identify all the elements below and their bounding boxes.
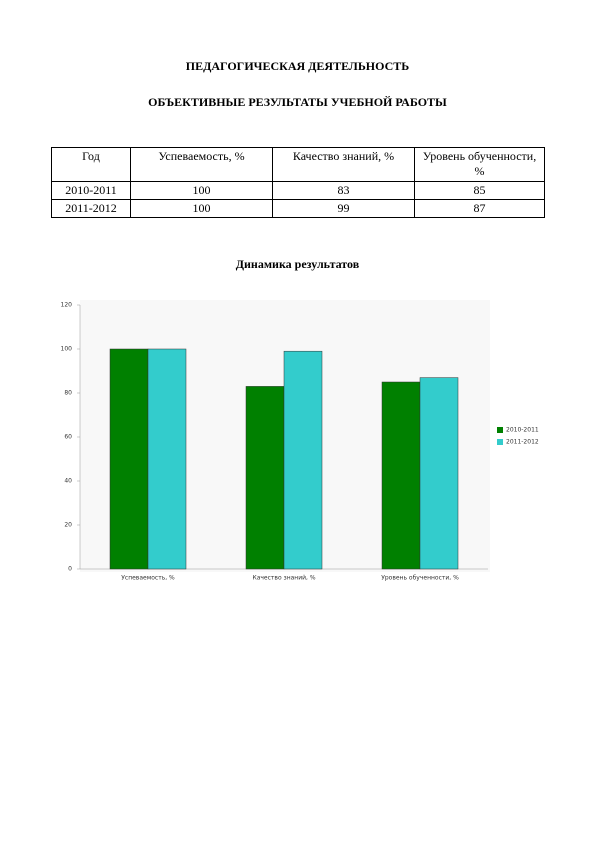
bar [283,350,323,570]
page-subtitle: ОБЪЕКТИВНЫЕ РЕЗУЛЬТАТЫ УЧЕБНОЙ РАБОТЫ [148,95,447,109]
column-header: Качество знаний, % [272,147,415,182]
cell: 2010-2011 [51,181,131,200]
table-row: 2010-2011 100 83 85 [51,181,545,200]
y-tick-label: 80 [64,390,72,397]
legend-swatch [497,427,503,433]
chart-title: Динамика результатов [235,257,360,271]
x-tick-label: Качество знаний, % [252,575,315,582]
page-title: ПЕДАГОГИЧЕСКАЯ ДЕЯТЕЛЬНОСТЬ [185,59,410,73]
column-header: Уровень обученности, % [414,147,545,182]
legend-label: 2011-2012 [506,439,539,446]
cell: 85 [414,181,545,200]
cell: 100 [130,199,273,218]
header-row: Год Успеваемость, % Качество знаний, % У… [51,147,545,182]
y-tick-label: 100 [61,346,73,353]
x-tick-label: Уровень обученности, % [381,575,459,582]
y-tick-label: 40 [64,478,72,485]
x-tick-label: Успеваемость, % [121,575,175,582]
results-table: Год Успеваемость, % Качество знаний, % У… [51,147,545,218]
bar [109,348,149,570]
bar [381,381,421,570]
y-tick-label: 60 [64,434,72,441]
bar [245,386,285,570]
y-tick-label: 120 [61,302,73,309]
cell: 2011-2012 [51,199,131,218]
y-tick-label: 20 [64,522,72,529]
chart: 0 20 40 60 80 100 120 Успеваемость, % Качество з… [61,300,539,582]
cell: 87 [414,199,545,218]
y-tick-label: 0 [68,566,72,573]
cell: 100 [130,181,273,200]
table-row: 2011-2012 100 99 87 [51,199,545,218]
cell: 99 [272,199,415,218]
bar [419,377,459,570]
legend-swatch [497,439,503,445]
column-header: Год [51,147,131,182]
bar [147,348,187,570]
cell: 83 [272,181,415,200]
column-header: Успеваемость, % [130,147,273,182]
legend-label: 2010-2011 [506,427,539,434]
